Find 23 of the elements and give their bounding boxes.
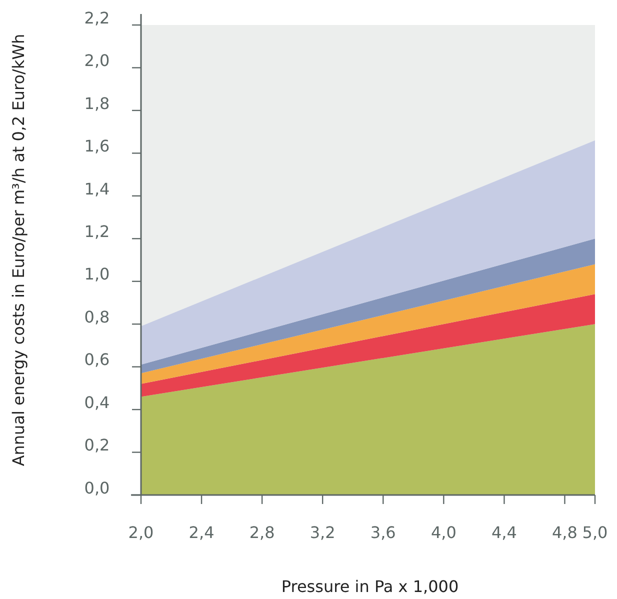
x-tick-label: 4,8: [552, 523, 578, 542]
y-tick-label: 0,4: [84, 392, 110, 412]
x-tick-label: 2,4: [188, 523, 214, 542]
y-tick-label: 1,6: [84, 136, 110, 156]
y-tick-label: 0,8: [84, 307, 110, 326]
x-tick-label: 3,6: [370, 523, 396, 542]
y-tick-label: 1,2: [84, 222, 110, 242]
y-tick-label: 1,0: [84, 264, 110, 284]
x-tick-label: 3,2: [310, 523, 336, 542]
x-tick-label: 4,0: [430, 523, 456, 542]
x-tick-label: 2,8: [249, 523, 275, 542]
y-axis-title: Annual energy costs in Euro/per m³/h at 0,2 Euro/kWh: [9, 34, 28, 466]
y-tick-label: 2,2: [84, 8, 110, 28]
y-tick-label: 0,6: [84, 350, 110, 370]
y-tick-label: 1,8: [84, 94, 110, 113]
y-tick-label: 2,0: [84, 51, 110, 70]
x-tick-label: 5,0: [582, 523, 608, 542]
y-tick-label: 0,0: [84, 478, 110, 498]
y-tick-label: 0,2: [84, 436, 110, 455]
y-tick-label: 1,4: [84, 179, 110, 198]
x-tick-label: 4,4: [491, 523, 517, 542]
x-axis-title: Pressure in Pa x 1,000: [281, 577, 459, 596]
x-tick-label: 2,0: [128, 523, 154, 542]
